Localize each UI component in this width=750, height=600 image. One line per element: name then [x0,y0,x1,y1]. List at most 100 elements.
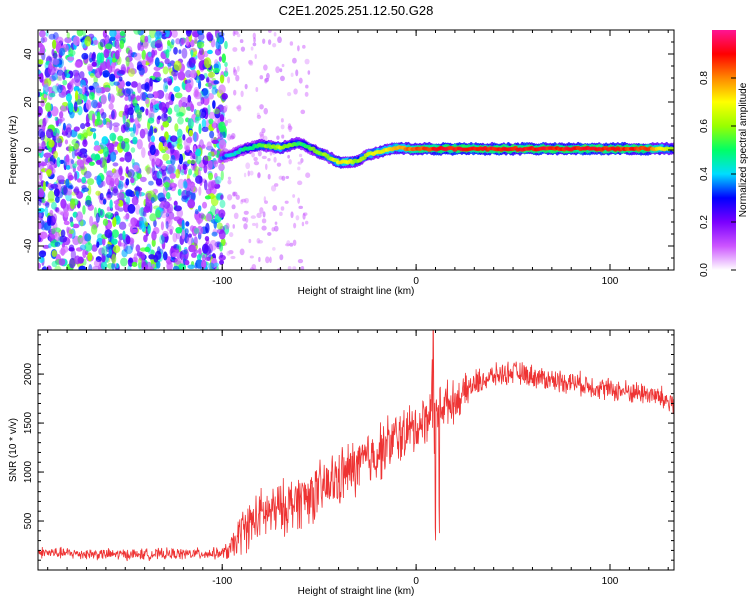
noise-blob [233,69,238,76]
noise-blob [219,242,224,252]
noise-blob [149,30,157,39]
noise-blob [281,134,285,139]
noise-blob [288,159,292,165]
noise-blob [38,70,42,75]
noise-blob [221,53,227,64]
noise-blob [60,246,66,256]
noise-blob [235,74,240,82]
noise-blob [173,60,182,72]
noise-blob [304,91,309,97]
noise-blob [52,52,58,59]
noise-blob [178,263,187,270]
noise-blob [175,168,180,179]
noise-blob [75,211,83,223]
noise-blob [123,121,130,131]
colorbar-tick-label: 0.0 [699,263,710,277]
noise-blob [214,30,220,39]
noise-blob [252,42,257,47]
noise-blob [188,129,194,137]
noise-blob [39,44,45,55]
noise-blob [212,67,220,74]
noise-blob [96,241,100,248]
noise-blob [153,254,159,263]
noise-blob [109,30,117,38]
noise-blob [84,233,92,242]
noise-blob [257,172,261,179]
noise-blob [297,166,301,171]
noise-blob [111,253,117,264]
colorbar-ticks: 0.0 0.2 0.4 0.6 0.8 [699,71,736,277]
noise-blob [79,244,87,251]
noise-blob [261,218,267,224]
noise-blob [293,222,297,229]
noise-blob [201,243,209,254]
noise-blob [136,173,142,180]
noise-blob [67,174,74,181]
noise-blob [284,200,289,204]
noise-blob [170,93,175,102]
noise-blob [226,194,233,201]
noise-blob [298,153,303,158]
noise-blob [236,33,241,38]
noise-blob [95,190,101,196]
noise-blob [290,72,294,78]
noise-blob [169,172,176,180]
noise-blob [239,248,245,256]
noise-blob [67,100,72,109]
noise-blob [225,222,230,230]
noise-blob [108,73,116,82]
noise-blob [64,155,70,166]
noise-blob [290,211,294,219]
noise-blob [137,112,143,122]
noise-blob [172,265,180,270]
y-tick-label: 2000 [23,363,34,386]
noise-blob [198,186,202,196]
noise-blob [51,227,56,235]
noise-blob [176,142,180,149]
noise-blob [102,198,107,205]
noise-blob [103,146,109,158]
x-tick-label: -100 [212,276,232,287]
noise-blob [133,30,141,35]
noise-blob [247,170,250,177]
y-tick-label: 20 [23,96,34,108]
noise-blob [146,266,154,270]
noise-blob [203,57,212,69]
noise-blob [304,220,309,225]
noise-blob [207,49,213,55]
noise-blob [151,230,157,241]
noise-blob [74,150,78,157]
noise-blob [130,177,135,184]
noise-blob [128,222,133,228]
noise-blob [188,168,193,176]
noise-blob [91,244,98,252]
noise-blob [40,161,48,167]
noise-blob [69,216,74,224]
noise-blob [65,93,72,102]
noise-blob [63,210,69,218]
noise-blob [194,35,198,44]
noise-blob [156,76,162,82]
noise-blob [147,117,155,124]
noise-blob [130,217,137,226]
noise-blob [109,36,116,41]
noise-blob [38,91,41,98]
colorbar-tick-label: 0.8 [699,71,710,85]
noise-blob [44,157,50,164]
noise-blob [121,140,126,150]
noise-blob [100,112,107,119]
noise-blob [87,65,93,72]
noise-blob [124,95,129,102]
noise-blob [63,220,70,226]
noise-blob [154,57,160,67]
noise-blob [49,92,56,98]
noise-blob [208,262,215,270]
noise-blob [120,257,128,267]
noise-blob [69,198,76,210]
noise-blob [52,39,57,50]
spectrogram-x-axis-label: Height of straight line (km) [298,286,415,297]
noise-blob [136,138,143,150]
noise-blob [102,180,106,187]
noise-blob [281,63,285,68]
noise-blob [165,191,171,200]
